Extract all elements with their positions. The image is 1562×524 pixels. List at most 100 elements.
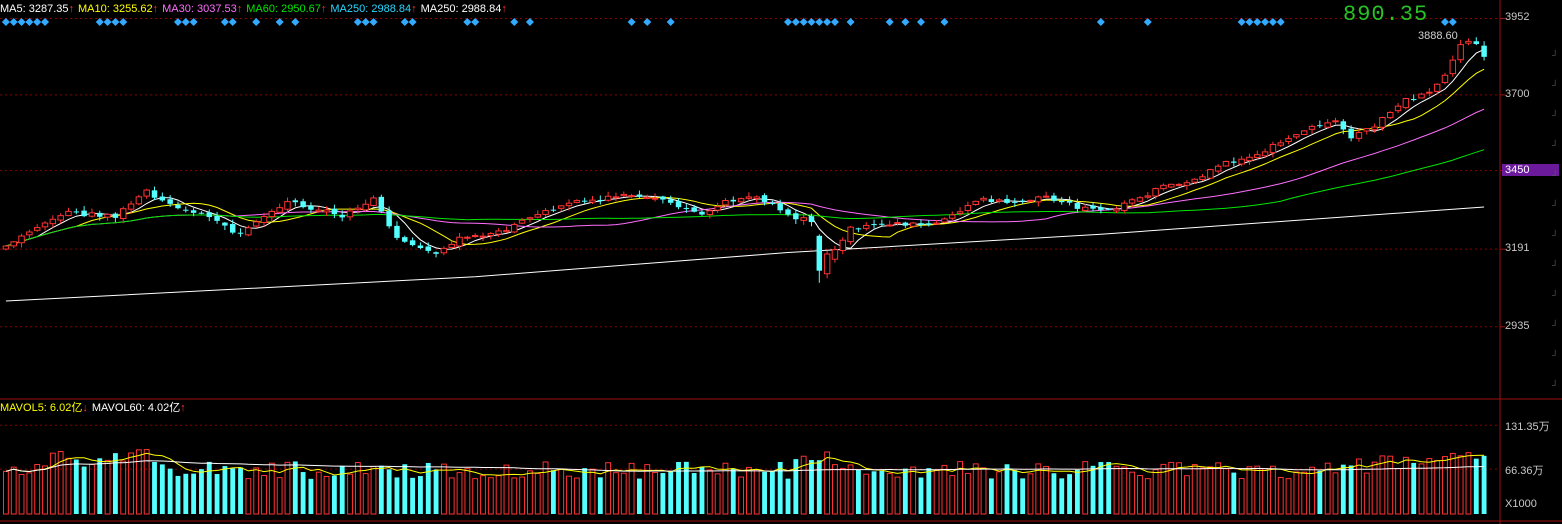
candle-body	[1246, 156, 1253, 162]
candle-body	[143, 189, 150, 197]
moving-average-lines	[5, 48, 1485, 302]
signal-diamond	[17, 18, 26, 26]
candlestick	[926, 220, 932, 227]
candlestick	[941, 217, 948, 223]
volume-bar	[1082, 461, 1089, 515]
candlestick	[956, 207, 964, 216]
candlestick	[425, 242, 431, 254]
candlestick	[1042, 191, 1050, 198]
candlestick	[354, 204, 362, 214]
candle-body	[581, 200, 588, 202]
volume-bar	[980, 467, 987, 515]
signal-diamond	[408, 18, 417, 26]
candle-body	[1199, 176, 1206, 180]
candlestick	[440, 246, 448, 256]
candlestick	[918, 219, 924, 228]
volume-bar	[1246, 466, 1253, 515]
volume-bar	[331, 475, 337, 514]
candle-body	[425, 246, 431, 251]
candle-body	[354, 207, 362, 211]
volume-bar	[245, 478, 252, 515]
candlestick	[135, 194, 143, 206]
volume-bar	[1379, 455, 1386, 515]
candlestick	[151, 186, 158, 201]
candlestick	[949, 211, 956, 221]
candlestick	[1418, 92, 1425, 99]
candle-body	[237, 232, 244, 234]
legend-item-label: MAVOL60: 4.02亿	[91, 402, 181, 414]
signal-diamond	[1237, 18, 1246, 26]
candlestick	[604, 191, 612, 202]
volume-bar	[456, 472, 463, 515]
candlestick	[1160, 183, 1167, 191]
volume-bar	[128, 452, 134, 515]
volume-bar	[152, 462, 157, 514]
volume-bar	[902, 468, 908, 514]
candlestick	[628, 193, 635, 199]
legend-item: MA60: 2950.67↑	[246, 3, 326, 15]
candlestick	[745, 192, 753, 201]
volume-bar	[18, 474, 25, 515]
volume-bar	[120, 460, 127, 515]
candle-body	[636, 194, 643, 197]
candlestick	[550, 205, 557, 213]
volume-bar	[660, 473, 666, 514]
candlestick	[612, 192, 620, 202]
volume-bar	[809, 460, 814, 514]
candlestick	[1105, 207, 1112, 211]
candle-body	[18, 235, 25, 244]
volume-bar	[1473, 458, 1479, 514]
signal-diamond	[940, 18, 949, 26]
candlestick	[41, 221, 49, 231]
candlestick	[722, 197, 729, 208]
candlestick	[245, 225, 252, 237]
volume-bar	[1332, 472, 1339, 515]
candlestick	[370, 195, 377, 207]
candle-body	[1113, 208, 1120, 212]
candlestick	[339, 210, 345, 222]
volume-bar	[1176, 462, 1182, 515]
volume-bar	[34, 464, 41, 515]
volume-bar	[839, 467, 846, 515]
volume-bar	[315, 471, 322, 515]
volume-bar	[214, 474, 220, 514]
volume-bar	[769, 471, 775, 514]
candle-body	[276, 207, 283, 213]
volume-bars	[2, 449, 1487, 515]
candlestick	[1222, 160, 1230, 167]
signal-diamond	[95, 18, 104, 26]
price-tick-label: 3191	[1505, 242, 1530, 255]
candlestick	[448, 240, 455, 249]
candlestick	[33, 224, 41, 232]
volume-bar	[1074, 469, 1080, 514]
volume-bar	[1183, 475, 1190, 515]
candlestick	[112, 212, 119, 223]
candlestick	[1066, 196, 1073, 206]
volume-bar	[964, 472, 971, 515]
candle-body	[402, 237, 408, 242]
volume-bar	[386, 469, 392, 514]
candle-body	[761, 195, 768, 203]
candlestick	[699, 209, 705, 216]
volume-bar	[222, 466, 228, 514]
volume-bar	[26, 472, 33, 515]
right-edge-scroll-markers[interactable]: ┘ ┘ ┘ ┘ ┘ ┘ ┘ ┘ ┘ ┘ ┘ ┘	[1552, 50, 1559, 390]
volume-bar	[503, 464, 510, 515]
candle-body	[57, 215, 64, 221]
volume-bar	[542, 461, 549, 515]
signal-diamond	[1276, 18, 1285, 26]
signal-diamond	[885, 18, 894, 26]
volume-bar	[410, 477, 416, 514]
candle-body	[808, 216, 815, 223]
candlestick	[714, 202, 721, 213]
volume-bar	[464, 468, 471, 515]
volume-bar	[972, 463, 979, 515]
signal-diamond	[1448, 18, 1457, 26]
candlestick	[1410, 94, 1417, 102]
signal-diamond	[181, 18, 190, 26]
volume-bar	[1481, 455, 1487, 514]
candle-body	[980, 197, 987, 201]
volume-bar	[73, 459, 79, 514]
candlestick	[1121, 200, 1128, 214]
